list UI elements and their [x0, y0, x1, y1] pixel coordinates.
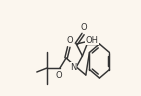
- Text: O: O: [66, 36, 73, 45]
- Text: N: N: [70, 62, 77, 72]
- Text: O: O: [56, 72, 63, 81]
- Text: OH: OH: [85, 36, 98, 45]
- Text: O: O: [81, 22, 87, 31]
